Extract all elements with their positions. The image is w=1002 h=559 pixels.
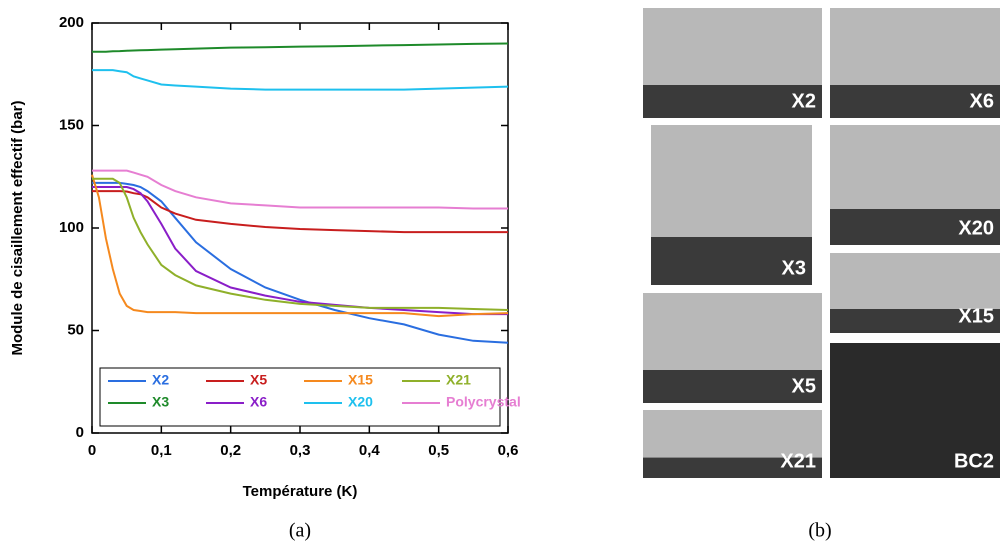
x-tick-label: 0,3 [290,442,311,459]
legend-box [99,367,501,427]
photo-label: X3 [782,257,806,279]
photo-label: X15 [958,305,994,327]
photo-shadow [643,457,822,478]
y-tick-label: 100 [59,219,84,236]
photo-shadow [830,309,1000,333]
legend-label: Polycrystal [446,394,521,410]
photo [830,343,1000,478]
y-tick-label: 50 [67,321,84,338]
x-tick-label: 0,1 [151,442,172,459]
series-line [91,174,509,318]
caption: (a) [289,520,311,542]
y-tick-label: 150 [59,116,84,133]
series-line [92,186,508,316]
y-axis-title: Module de cisaillement effectif (bar) [9,100,26,355]
x-tick-label: 0,5 [428,442,449,459]
x-axis-title: Température (K) [243,483,358,500]
photo-label: BC2 [954,450,994,472]
legend-label: X20 [348,394,373,410]
legend-label: X5 [250,372,267,388]
y-tick-label: 0 [76,424,84,441]
legend-label: X6 [250,394,267,410]
legend-label: X21 [446,372,471,388]
photo-panel: X2 X6 X3 X20 X15 X5 BC2 X21 [643,8,1000,478]
legend-label: X15 [348,372,373,388]
legend-label: X2 [152,372,169,388]
photo-shadow [830,85,1000,118]
series-line [92,181,509,344]
photo-shadow [651,237,812,285]
x-tick-label: 0,6 [498,442,519,459]
photo-label: X6 [970,90,994,112]
photo-label: X5 [792,375,816,397]
series-line [92,42,509,53]
x-tick-label: 0 [88,442,96,459]
x-tick-label: 0,4 [359,442,381,459]
photo-label: X2 [792,90,816,112]
photo-label: X20 [958,217,994,239]
legend-label: X3 [152,394,169,410]
caption: (b) [808,520,831,542]
series-line [92,190,508,234]
y-tick-label: 200 [59,14,84,31]
photo-shadow [830,209,1000,245]
series-line [92,169,508,210]
photo-shadow [643,370,822,403]
series-line [92,69,509,91]
photo-label: X21 [780,450,816,472]
series-line [92,177,509,311]
x-tick-label: 0,2 [220,442,241,459]
photo-shadow [643,85,822,118]
